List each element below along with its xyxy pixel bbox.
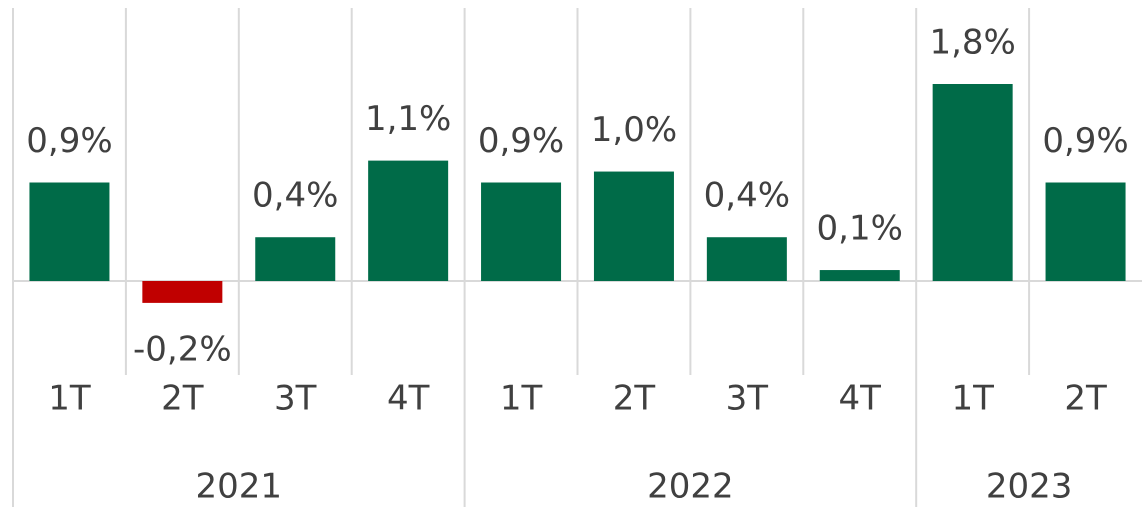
- value-label: 0,4%: [704, 176, 790, 216]
- bar: [706, 237, 787, 281]
- group-label: 2022: [647, 467, 734, 507]
- x-tick-label: 2T: [161, 379, 204, 419]
- value-label: 0,9%: [478, 121, 564, 161]
- value-label: 0,4%: [252, 176, 338, 216]
- bar: [1045, 182, 1126, 281]
- value-label: -0,2%: [133, 329, 232, 369]
- x-tick-label: 4T: [387, 379, 430, 419]
- value-label: 0,1%: [817, 209, 903, 249]
- x-tick-label: 1T: [500, 379, 543, 419]
- bar: [593, 171, 674, 281]
- bar: [142, 281, 223, 303]
- group-label: 2021: [196, 467, 283, 507]
- bar: [368, 160, 449, 281]
- x-tick-label: 3T: [274, 379, 317, 419]
- value-label: 1,0%: [591, 110, 677, 150]
- group-label: 2023: [986, 467, 1073, 507]
- bar: [819, 270, 900, 281]
- bar: [255, 237, 336, 281]
- bar: [481, 182, 562, 281]
- value-label: 0,9%: [26, 121, 112, 161]
- x-tick-label: 2T: [613, 379, 656, 419]
- value-label: 1,1%: [365, 99, 451, 139]
- x-tick-label: 1T: [951, 379, 994, 419]
- x-tick-label: 2T: [1064, 379, 1107, 419]
- bar: [29, 182, 110, 281]
- value-label: 0,9%: [1042, 121, 1128, 161]
- value-label: 1,8%: [929, 23, 1015, 63]
- x-tick-label: 3T: [726, 379, 769, 419]
- bar: [932, 84, 1013, 281]
- x-tick-label: 1T: [48, 379, 91, 419]
- x-tick-label: 4T: [839, 379, 882, 419]
